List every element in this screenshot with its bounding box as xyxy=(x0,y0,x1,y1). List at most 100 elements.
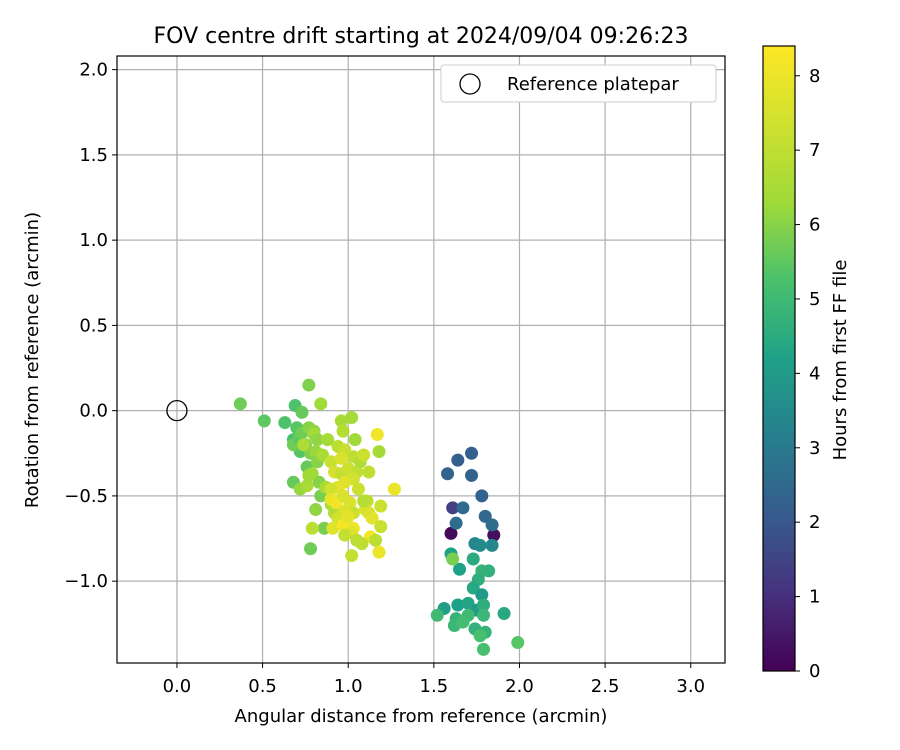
colorbar-tick-label: 1 xyxy=(809,587,820,608)
y-tick-label: 1.5 xyxy=(79,145,108,166)
data-point xyxy=(477,598,491,612)
y-tick-label: −1.0 xyxy=(64,571,108,592)
data-point xyxy=(477,608,491,622)
x-tick-label: 3.0 xyxy=(676,676,705,697)
colorbar-tick-label: 4 xyxy=(809,363,820,384)
data-point xyxy=(338,528,352,542)
data-point xyxy=(451,453,465,467)
data-point xyxy=(444,526,458,540)
data-point xyxy=(233,397,247,411)
data-point xyxy=(374,499,388,513)
data-point xyxy=(497,607,511,621)
data-point xyxy=(324,482,338,496)
colorbar: 0 1 2 3 4 5 6 7 8 Hours from first FF file xyxy=(762,45,851,682)
data-point xyxy=(302,468,316,482)
legend-box xyxy=(440,64,717,103)
data-point xyxy=(387,482,401,496)
x-tick-label: 1.0 xyxy=(334,676,363,697)
data-point xyxy=(475,588,489,602)
data-point xyxy=(321,433,335,447)
data-point xyxy=(485,518,499,532)
data-point xyxy=(357,448,371,462)
data-point xyxy=(473,538,487,552)
data-point xyxy=(326,521,340,535)
y-tick-label: 0.5 xyxy=(79,315,108,336)
legend: Reference platepar xyxy=(440,64,717,103)
data-point xyxy=(369,533,383,547)
data-point xyxy=(304,542,318,556)
data-point xyxy=(362,465,376,479)
data-point xyxy=(345,410,359,424)
data-points xyxy=(233,378,525,656)
x-tick-label: 1.5 xyxy=(420,676,449,697)
data-point xyxy=(334,414,348,428)
reference-platepar-marker xyxy=(166,400,188,422)
data-point xyxy=(351,482,365,496)
data-point xyxy=(451,598,465,612)
colorbar-tick-label: 8 xyxy=(809,66,820,87)
data-point xyxy=(336,424,350,438)
data-point xyxy=(302,378,316,392)
colorbar-tick-label: 0 xyxy=(809,661,820,682)
data-point xyxy=(334,451,348,465)
data-point xyxy=(456,501,470,515)
data-point xyxy=(257,414,271,428)
data-point xyxy=(309,503,323,517)
plot-frame xyxy=(116,55,726,664)
y-axis-label: Rotation from reference (arcmin) xyxy=(22,212,43,508)
data-point xyxy=(475,489,489,503)
colorbar-gradient xyxy=(762,45,796,672)
data-point xyxy=(357,494,371,508)
data-point xyxy=(314,397,328,411)
data-point xyxy=(446,501,460,515)
data-point xyxy=(372,445,386,459)
data-point xyxy=(310,433,324,447)
colorbar-label: Hours from first FF file xyxy=(830,260,851,461)
x-axis-ticks: 0.0 0.5 1.0 1.5 2.0 2.5 3.0 xyxy=(163,663,705,697)
data-point xyxy=(446,552,460,566)
data-point xyxy=(372,545,386,559)
data-point xyxy=(482,564,496,578)
colorbar-tick-label: 5 xyxy=(809,289,820,310)
data-point xyxy=(487,528,501,542)
data-point xyxy=(477,642,491,656)
x-tick-label: 2.5 xyxy=(591,676,620,697)
x-axis-label: Angular distance from reference (arcmin) xyxy=(235,706,608,727)
data-point xyxy=(370,428,384,442)
data-point xyxy=(300,479,314,493)
colorbar-tick-label: 6 xyxy=(809,215,820,236)
y-axis-ticks: −1.0 −0.5 0.0 0.5 1.0 1.5 2.0 xyxy=(64,60,117,592)
data-point xyxy=(485,538,499,552)
colorbar-tick-label: 3 xyxy=(809,438,820,459)
data-point xyxy=(297,438,311,452)
data-point xyxy=(374,520,388,534)
data-point xyxy=(449,516,463,530)
data-point xyxy=(465,446,479,460)
x-tick-label: 0.0 xyxy=(163,676,192,697)
y-tick-label: 2.0 xyxy=(79,60,108,81)
data-point xyxy=(295,405,309,419)
y-tick-label: −0.5 xyxy=(64,486,108,507)
x-tick-label: 0.5 xyxy=(248,676,277,697)
data-point xyxy=(305,521,319,535)
x-tick-label: 2.0 xyxy=(505,676,534,697)
data-point xyxy=(465,468,479,482)
data-point xyxy=(441,467,455,481)
data-point xyxy=(345,549,359,563)
grid xyxy=(117,56,725,663)
data-point xyxy=(324,455,338,469)
data-point xyxy=(430,608,444,622)
y-tick-label: 1.0 xyxy=(79,230,108,251)
data-point xyxy=(355,537,369,551)
data-point xyxy=(341,509,355,523)
y-tick-label: 0.0 xyxy=(79,401,108,422)
colorbar-ticks: 0 1 2 3 4 5 6 7 8 xyxy=(795,66,820,682)
chart-title: FOV centre drift starting at 2024/09/04 … xyxy=(154,24,689,49)
colorbar-tick-label: 7 xyxy=(809,140,820,161)
data-point xyxy=(473,629,487,643)
data-point xyxy=(278,416,292,430)
data-point xyxy=(348,433,362,447)
data-point xyxy=(466,552,480,566)
colorbar-tick-label: 2 xyxy=(809,512,820,533)
